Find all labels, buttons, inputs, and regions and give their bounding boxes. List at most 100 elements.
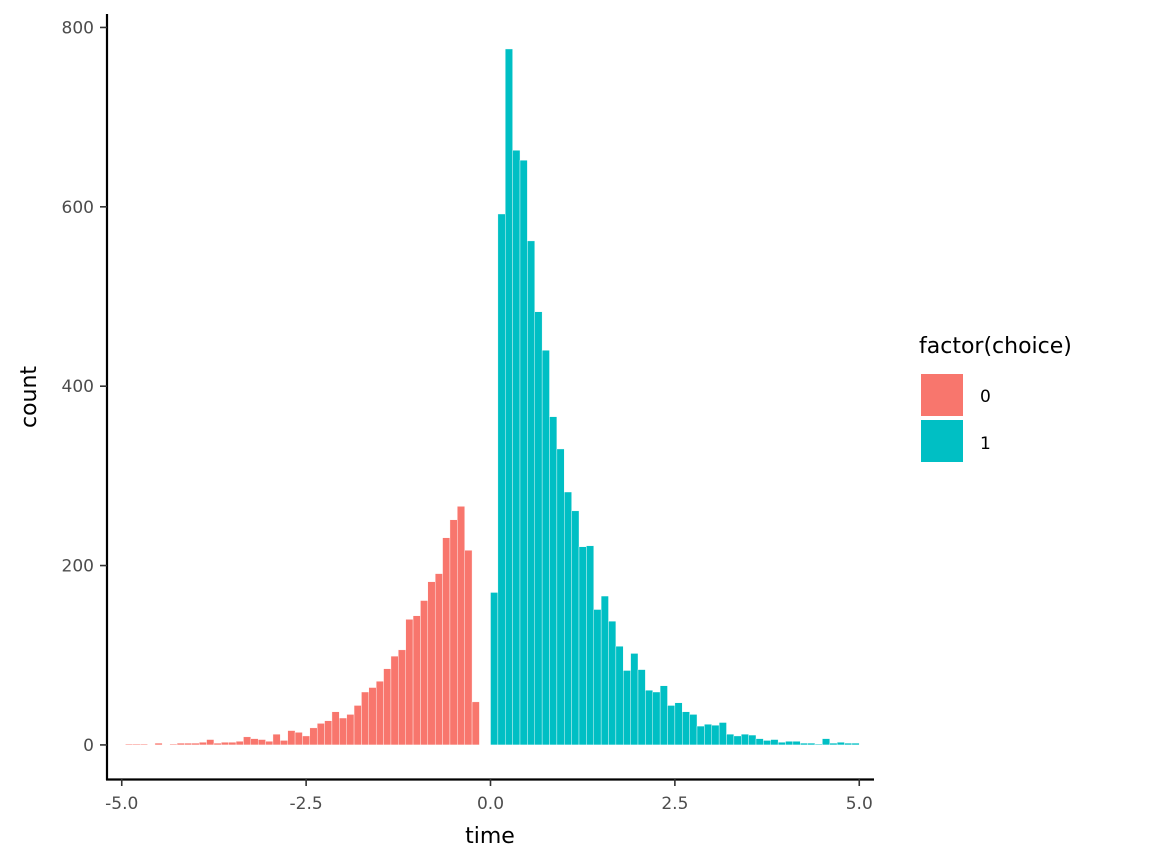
y-tick-label: 200 (62, 557, 94, 577)
histogram-bar-series-0 (324, 720, 333, 746)
histogram-bar-series-1 (689, 714, 698, 746)
histogram-bar-series-1 (623, 670, 631, 746)
histogram-bar-series-0 (316, 723, 325, 746)
histogram-bar-series-1 (733, 735, 742, 746)
histogram-bar-series-1 (645, 690, 653, 746)
histogram-bar-series-0 (346, 714, 355, 746)
histogram-bar-series-1 (682, 711, 690, 746)
histogram-bar-series-0 (457, 506, 465, 746)
histogram-bar-series-0 (420, 600, 429, 746)
histogram-bar-series-0 (198, 742, 207, 746)
histogram-bar-series-0 (464, 550, 473, 746)
histogram-bar-series-1 (534, 311, 543, 746)
histogram-bar-series-1 (490, 592, 499, 746)
histogram-bar-series-0 (176, 742, 185, 746)
histogram-bar-series-0 (257, 739, 266, 746)
histogram-bar-series-1 (556, 448, 565, 746)
histogram-bar-series-1 (630, 653, 639, 746)
bars-layer (125, 48, 860, 746)
histogram-bar-series-0 (287, 730, 296, 746)
histogram-bar-series-0 (184, 742, 193, 746)
legend-key-1 (921, 420, 963, 462)
histogram-bar-series-1 (696, 725, 705, 746)
histogram-bar-series-0 (235, 741, 244, 746)
histogram-bar-series-0 (191, 742, 200, 746)
histogram-bar-series-1 (564, 491, 572, 746)
histogram-bar-series-1 (667, 705, 676, 746)
histogram-bar-series-1 (807, 742, 816, 746)
histogram-bar-series-0 (206, 739, 215, 746)
histogram-bar-series-0 (471, 701, 480, 746)
histogram-bar-series-1 (652, 691, 661, 746)
histogram-bar-series-1 (836, 742, 845, 746)
histogram-bar-series-0 (280, 740, 288, 746)
histogram-bar-series-1 (844, 742, 853, 746)
histogram-bar-series-0 (243, 736, 252, 746)
y-tick-label: 800 (62, 18, 94, 38)
histogram-bar-series-1 (763, 740, 771, 746)
histogram-bar-series-0 (265, 741, 274, 746)
histogram-bar-series-1 (822, 738, 830, 746)
histogram-bar-series-1 (512, 150, 521, 746)
histogram-bar-series-0 (132, 743, 141, 746)
histogram-bar-series-0 (272, 733, 281, 746)
histogram-bar-series-0 (213, 742, 222, 746)
histogram-bar-series-1 (711, 724, 720, 746)
histogram-bar-series-0 (250, 738, 259, 746)
histogram-bar-series-1 (637, 669, 646, 746)
histogram-bar-series-1 (608, 620, 617, 746)
legend: factor(choice) 0 1 (919, 334, 1072, 462)
histogram-bar-series-0 (221, 742, 229, 746)
histogram-bar-series-0 (383, 668, 392, 746)
histogram-bar-series-0 (309, 727, 318, 746)
histogram-bar-series-1 (571, 510, 580, 746)
histogram-bar-series-1 (600, 595, 609, 746)
histogram-bar-series-0 (361, 691, 370, 746)
histogram-bar-series-0 (154, 742, 163, 746)
histogram-bar-series-0 (449, 519, 458, 746)
histogram-bar-series-1 (586, 545, 594, 746)
histogram-bar-series-1 (770, 739, 779, 746)
histogram-bar-series-1 (615, 646, 624, 746)
histogram-bar-series-0 (368, 687, 377, 746)
histogram-bar-series-1 (527, 240, 535, 746)
histogram-bar-series-1 (541, 350, 550, 746)
histogram-bar-series-0 (302, 735, 311, 746)
histogram-bar-series-1 (829, 742, 838, 746)
histogram-bar-series-0 (169, 743, 178, 746)
histogram-bar-series-0 (434, 573, 443, 746)
histogram-bar-series-1 (718, 722, 727, 746)
histogram-bar-series-1 (726, 733, 735, 746)
histogram-bar-series-1 (777, 742, 786, 746)
legend-label-0: 0 (980, 387, 991, 407)
histogram-bar-series-1 (785, 741, 794, 746)
y-tick-label: 400 (62, 377, 94, 397)
histogram-bar-series-1 (505, 48, 513, 746)
histogram-bar-series-0 (294, 732, 303, 746)
y-axis-title: count (17, 366, 42, 428)
x-axis-ticks: -5.0 -2.5 0.0 2.5 5.0 (105, 779, 873, 814)
histogram-bar-series-1 (497, 213, 506, 746)
histogram-bar-series-1 (578, 546, 587, 746)
histogram-bar-series-1 (800, 742, 808, 746)
legend-title: factor(choice) (919, 334, 1072, 359)
histogram-bar-series-1 (851, 742, 860, 746)
histogram-bar-series-0 (125, 743, 134, 746)
x-tick-label: -2.5 (290, 794, 323, 814)
legend-key-0 (921, 374, 963, 416)
histogram-bar-series-0 (139, 743, 148, 746)
histogram-bar-series-1 (792, 741, 801, 746)
histogram-bar-series-0 (353, 705, 362, 746)
y-tick-label: 0 (83, 736, 94, 756)
y-tick-label: 600 (62, 198, 94, 218)
histogram-bar-series-1 (741, 733, 749, 746)
histogram-bar-series-0 (375, 681, 384, 746)
x-tick-label: -5.0 (105, 794, 138, 814)
histogram-bar-series-1 (659, 685, 668, 746)
histogram-bar-series-0 (412, 615, 421, 746)
histogram-bar-series-0 (405, 619, 414, 746)
histogram-bar-series-0 (398, 649, 406, 746)
legend-label-1: 1 (980, 434, 991, 454)
histogram-bar-series-0 (390, 655, 399, 746)
